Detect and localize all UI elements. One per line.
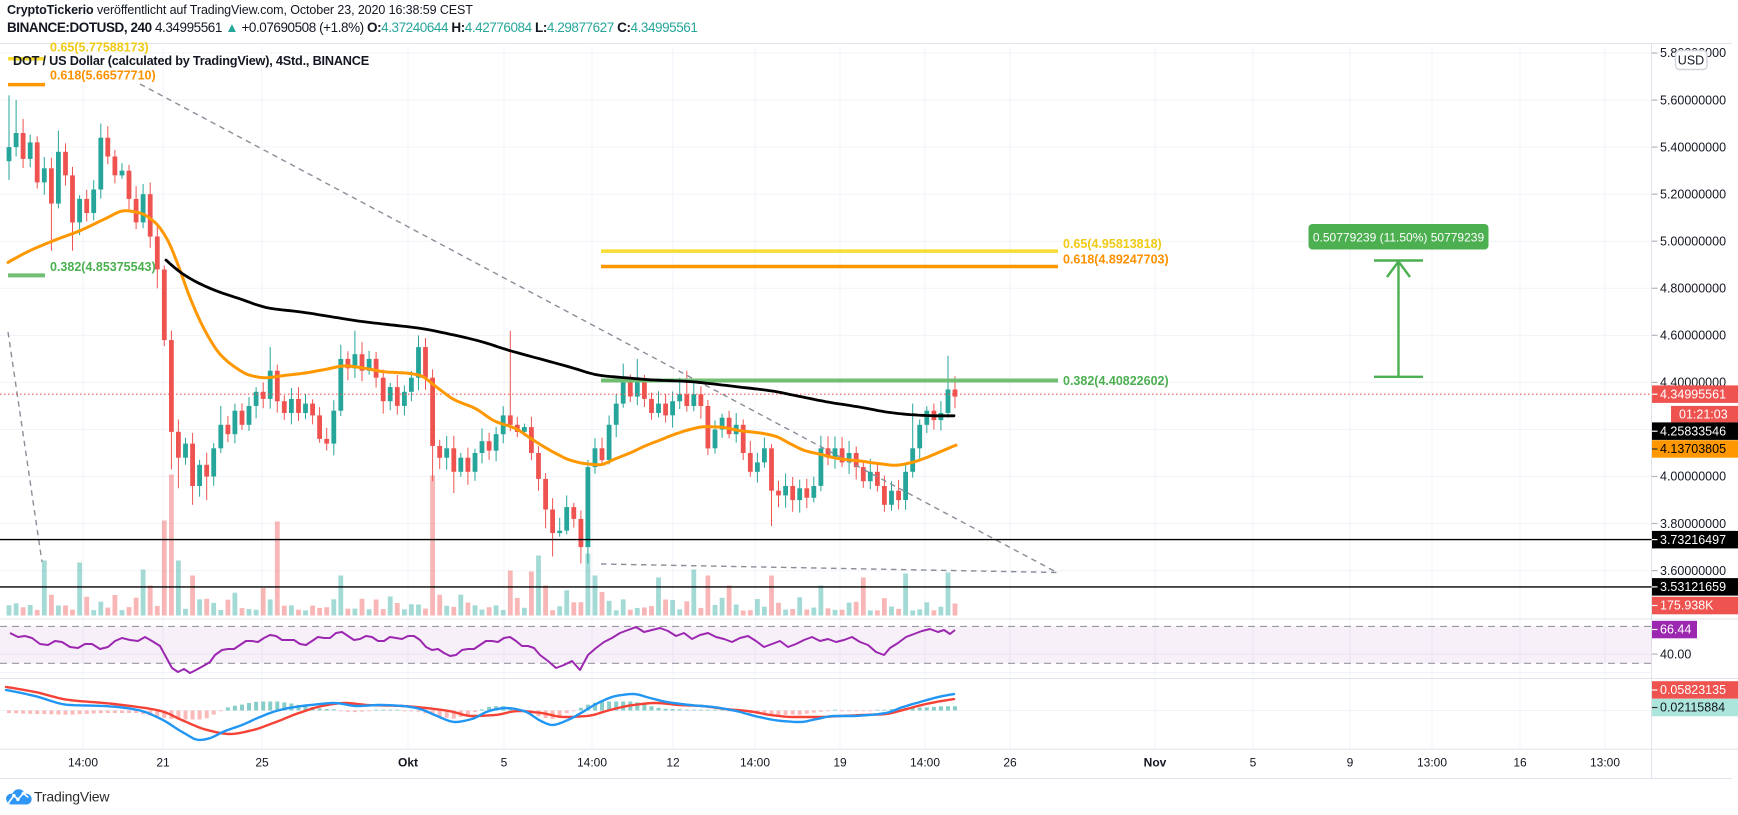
svg-text:26: 26	[1003, 756, 1017, 770]
svg-text:14:00: 14:00	[577, 756, 607, 770]
svg-text:4.34995561: 4.34995561	[1660, 387, 1726, 401]
svg-text:0.05823135: 0.05823135	[1660, 683, 1726, 697]
svg-text:Okt: Okt	[398, 756, 418, 770]
svg-text:25: 25	[255, 756, 269, 770]
svg-text:14:00: 14:00	[910, 756, 940, 770]
svg-text:3.73216497: 3.73216497	[1660, 533, 1726, 547]
svg-text:0.382(4.40822602): 0.382(4.40822602)	[1063, 374, 1169, 388]
svg-text:0.65(5.77588173): 0.65(5.77588173)	[50, 41, 149, 55]
svg-text:21: 21	[156, 756, 170, 770]
svg-text:0.382(4.85375543): 0.382(4.85375543)	[50, 260, 156, 274]
svg-text:4.80000000: 4.80000000	[1660, 282, 1726, 296]
svg-text:4.60000000: 4.60000000	[1660, 329, 1726, 343]
svg-text:0.65(4.95813818): 0.65(4.95813818)	[1063, 237, 1162, 251]
svg-text:13:00: 13:00	[1417, 756, 1447, 770]
svg-text:4.00000000: 4.00000000	[1660, 470, 1726, 484]
svg-text:3.53121659: 3.53121659	[1660, 580, 1726, 594]
svg-text:USD: USD	[1678, 54, 1704, 68]
svg-text:16: 16	[1513, 756, 1527, 770]
svg-text:0.618(5.66577710): 0.618(5.66577710)	[50, 69, 156, 83]
svg-text:4.13703805: 4.13703805	[1660, 442, 1726, 456]
svg-text:19: 19	[833, 756, 847, 770]
svg-text:3.80000000: 3.80000000	[1660, 517, 1726, 531]
svg-text:14:00: 14:00	[68, 756, 98, 770]
svg-text:5.40000000: 5.40000000	[1660, 140, 1726, 154]
svg-text:12: 12	[666, 756, 680, 770]
svg-text:TradingView: TradingView	[34, 789, 110, 805]
svg-text:3.60000000: 3.60000000	[1660, 564, 1726, 578]
svg-text:0.50779239 (11.50%) 50779239: 0.50779239 (11.50%) 50779239	[1313, 231, 1485, 245]
svg-text:66.44: 66.44	[1660, 623, 1691, 637]
svg-text:175.938K: 175.938K	[1660, 599, 1714, 613]
svg-text:5.60000000: 5.60000000	[1660, 93, 1726, 107]
svg-text:13:00: 13:00	[1590, 756, 1620, 770]
svg-text:5.20000000: 5.20000000	[1660, 187, 1726, 201]
svg-text:9: 9	[1347, 756, 1354, 770]
svg-text:40.00: 40.00	[1660, 647, 1691, 661]
svg-text:0.618(4.89247703): 0.618(4.89247703)	[1063, 253, 1169, 267]
svg-text:14:00: 14:00	[740, 756, 770, 770]
svg-text:DOT / US Dollar (calculated by: DOT / US Dollar (calculated by TradingVi…	[13, 54, 369, 68]
svg-text:4.25833546: 4.25833546	[1660, 424, 1726, 438]
svg-text:5: 5	[501, 756, 508, 770]
svg-text:5.00000000: 5.00000000	[1660, 234, 1726, 248]
svg-text:01:21:03: 01:21:03	[1679, 407, 1728, 421]
svg-text:0.02115884: 0.02115884	[1660, 701, 1725, 715]
svg-text:5: 5	[1250, 756, 1257, 770]
svg-text:Nov: Nov	[1144, 756, 1167, 770]
